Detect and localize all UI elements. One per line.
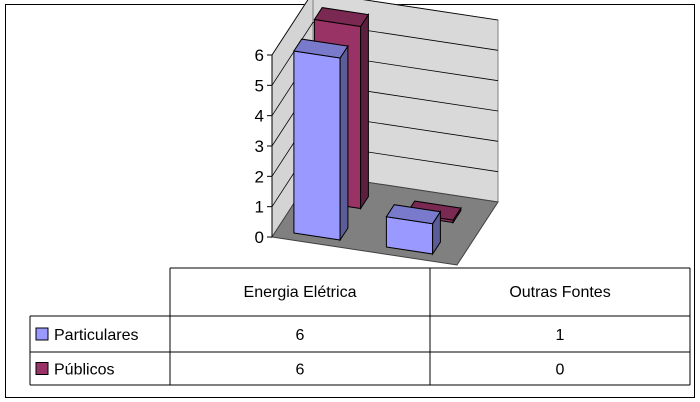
table-header-cell: Outras Fontes bbox=[509, 284, 610, 301]
legend-key-Particulares bbox=[35, 327, 49, 341]
y-tick-label: 0 bbox=[255, 228, 264, 247]
gridline bbox=[271, 21, 499, 86]
y-tick-label: 4 bbox=[255, 107, 264, 126]
table-value-cell: 0 bbox=[556, 362, 565, 379]
bar-Particulares-Outras Fontes-top bbox=[385, 204, 442, 225]
table-value-cell: 6 bbox=[296, 362, 305, 379]
bar-Públicos-Energia Elétrica-top bbox=[313, 7, 370, 28]
bar-Particulares-Energia Elétrica-front bbox=[293, 50, 341, 241]
gridline bbox=[271, 0, 499, 56]
y-tick-label: 5 bbox=[255, 76, 264, 95]
y-tick-label: 3 bbox=[255, 137, 264, 156]
y-tick-label: 1 bbox=[255, 198, 264, 217]
bar-Particulares-Energia Elétrica-top bbox=[293, 38, 349, 59]
table-row-label: Particulares bbox=[54, 327, 138, 344]
table-row-label: Públicos bbox=[54, 362, 114, 379]
table-value-cell: 1 bbox=[556, 327, 565, 344]
bar-Particulares-Energia Elétrica-side bbox=[339, 44, 349, 242]
table-value-cell: 6 bbox=[296, 327, 305, 344]
y-tick-label: 6 bbox=[255, 46, 264, 65]
y-tick-label: 2 bbox=[255, 167, 264, 186]
bar-Públicos-Energia Elétrica-side bbox=[360, 12, 369, 211]
table-header-cell: Energia Elétrica bbox=[244, 284, 357, 301]
legend-key-Públicos bbox=[35, 362, 49, 375]
